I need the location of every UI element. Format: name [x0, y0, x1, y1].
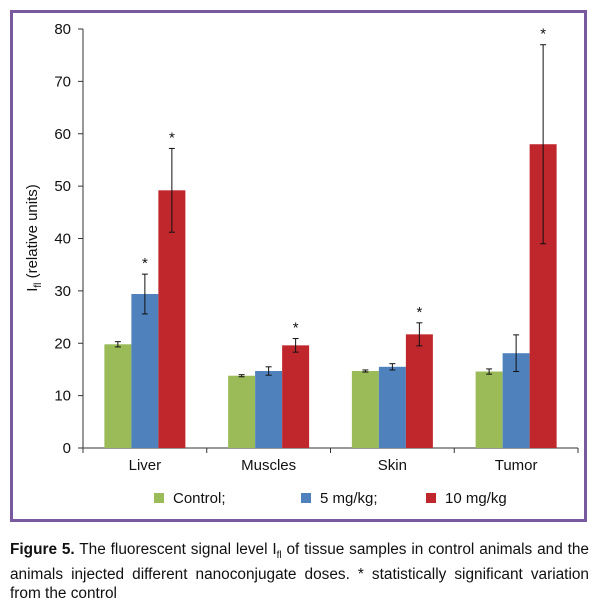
chart-frame: 0 10 20 30 40 50 60 70 80 Ifl (relative units) Liv… [10, 10, 587, 522]
bar [131, 294, 159, 448]
bar [475, 371, 503, 448]
y-tick-label: 80 [54, 21, 71, 38]
caption-text-1: The fluorescent signal level I [74, 541, 277, 558]
bar [158, 190, 186, 448]
y-tick-label: 60 [54, 126, 71, 143]
bar-chart: 0 10 20 30 40 50 60 70 80 Ifl (relative units) Liv… [24, 21, 579, 507]
legend-label: 10 mg/kg [445, 490, 507, 507]
legend-label: 5 mg/kg; [320, 490, 378, 507]
x-tick-label: Liver [129, 457, 162, 474]
caption-text-2: of tissue samples in control animals and… [10, 541, 589, 603]
caption-subscript: fl [276, 550, 282, 562]
figure-caption: Figure 5. The fluorescent signal level I… [10, 540, 589, 603]
y-tick-label: 50 [54, 178, 71, 195]
x-tick-label: Tumor [495, 457, 538, 474]
y-tick-label: 30 [54, 283, 71, 300]
legend-label: Control; [173, 490, 226, 507]
significance-marker: * [540, 26, 546, 43]
y-tick-label: 10 [54, 388, 71, 405]
y-tick-label: 20 [54, 335, 71, 352]
significance-marker: * [142, 255, 148, 272]
legend-swatch [154, 493, 164, 503]
y-tick-label: 70 [54, 73, 71, 90]
legend-swatch [426, 493, 436, 503]
x-tick-label: Muscles [241, 457, 296, 474]
significance-marker: * [293, 320, 299, 337]
bar [405, 334, 433, 448]
y-tick-label: 40 [54, 231, 71, 248]
bar [378, 366, 406, 448]
y-axis-label: Ifl (relative units) [24, 184, 44, 292]
bar [351, 371, 379, 448]
x-tick-label: Skin [378, 457, 407, 474]
significance-marker: * [416, 304, 422, 321]
significance-marker: * [169, 129, 175, 146]
bar [282, 345, 310, 448]
bar [228, 375, 256, 448]
bar [255, 371, 283, 448]
y-tick-label: 0 [63, 440, 71, 457]
legend-swatch [301, 493, 311, 503]
bar [104, 344, 132, 448]
caption-label: Figure 5. [10, 541, 75, 558]
